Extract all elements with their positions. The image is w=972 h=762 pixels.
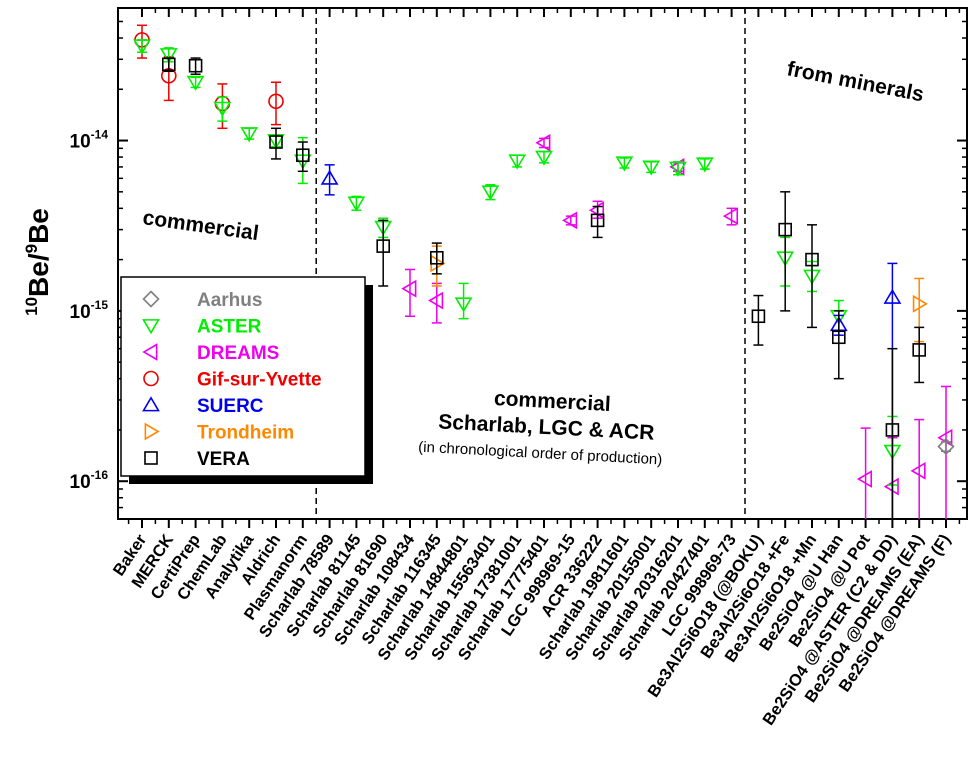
series-suerc xyxy=(320,164,902,519)
legend-label-2: DREAMS xyxy=(197,343,279,364)
annotation-commercial-mid: commercial xyxy=(493,387,611,416)
data-point xyxy=(162,57,176,72)
data-point xyxy=(751,309,766,324)
data-point xyxy=(213,101,232,117)
data-point xyxy=(562,211,578,230)
series-gif-sur-yvette xyxy=(134,24,284,130)
data-point xyxy=(722,207,739,226)
data-point xyxy=(912,294,928,313)
data-point xyxy=(831,330,846,345)
legend-marker-4 xyxy=(142,396,160,412)
legend-marker-6 xyxy=(144,451,158,465)
y-tick-exponent-0: -14 xyxy=(91,128,109,142)
data-point xyxy=(856,470,873,488)
y-tick-exponent-2: -16 xyxy=(91,468,109,482)
y-tick-mantissa-1: 10 xyxy=(70,302,91,323)
legend-label-3: Gif-sur-Yvette xyxy=(197,370,322,391)
data-point xyxy=(615,156,634,172)
data-point xyxy=(347,196,366,212)
data-point xyxy=(429,250,444,265)
data-point xyxy=(133,39,151,55)
data-point xyxy=(642,160,661,176)
series-trondheim xyxy=(430,245,928,343)
series-aarhus xyxy=(937,437,955,456)
y-axis-title-end: Be xyxy=(23,208,54,244)
data-point xyxy=(376,239,391,253)
legend-marker-0 xyxy=(142,290,160,308)
y-axis-label: 10Be/9Be xyxy=(22,208,54,316)
data-point xyxy=(778,222,793,237)
y-axis-title: 10Be/9Be xyxy=(22,208,54,316)
annotation-commercial-left: commercial xyxy=(141,206,260,245)
annotation-scharlab-line: Scharlab, LGC & ACR xyxy=(438,410,655,444)
data-point xyxy=(912,343,927,357)
data-points xyxy=(133,24,955,519)
y-axis-title-sup2: 9 xyxy=(22,244,41,253)
legend-label-0: Aarhus xyxy=(197,290,262,311)
data-point xyxy=(910,461,926,480)
data-point xyxy=(805,252,819,267)
data-point xyxy=(401,279,417,298)
plot-frame xyxy=(117,7,968,520)
y-tick-mantissa-0: 10 xyxy=(70,132,91,153)
data-point xyxy=(295,148,310,163)
series-dreams xyxy=(401,133,953,519)
y-tick-exponent-1: -15 xyxy=(91,298,109,312)
data-point xyxy=(454,297,473,313)
legend-label-4: SUERC xyxy=(197,396,264,417)
x-ticks xyxy=(127,8,961,528)
data-point xyxy=(937,437,955,456)
legend-marker-1 xyxy=(142,319,160,335)
series-vera xyxy=(162,57,927,519)
data-point xyxy=(508,154,527,170)
legend-label-6: VERA xyxy=(197,449,250,470)
data-point xyxy=(159,48,178,64)
data-point xyxy=(883,288,902,304)
legend-marker-5 xyxy=(144,422,160,441)
y-axis-title-main: Be/ xyxy=(23,253,54,297)
data-point xyxy=(186,75,205,91)
data-point xyxy=(535,150,553,166)
data-point xyxy=(240,127,259,143)
y-tick-mantissa-2: 10 xyxy=(70,472,91,493)
y-tick-label-0: 10-14 xyxy=(70,128,109,153)
data-point xyxy=(268,93,284,110)
y-tick-label-1: 10-15 xyxy=(70,298,109,323)
data-point xyxy=(695,157,714,173)
legend-marker-2 xyxy=(142,343,158,361)
legend-marker-3 xyxy=(143,370,159,387)
legend: Aarhus ASTER DREAMS Gif-sur-Yvette SUERC Tron… xyxy=(120,276,373,484)
y-axis-title-sup1: 10 xyxy=(22,297,41,316)
section-separators xyxy=(315,8,746,519)
data-point xyxy=(269,135,283,149)
data-point xyxy=(188,58,203,73)
y-tick-label-2: 10-16 xyxy=(70,468,109,493)
annotation-from-minerals: from minerals xyxy=(785,57,926,106)
axes xyxy=(117,7,968,520)
data-point xyxy=(885,423,900,437)
data-point xyxy=(481,185,500,201)
data-point xyxy=(320,169,339,185)
data-point xyxy=(428,291,444,310)
data-point xyxy=(590,213,605,228)
x-tick-labels: BakerMERCKCertiPrepChemLabAnalytikaAldri… xyxy=(110,530,955,728)
data-point xyxy=(535,133,551,152)
legend-box xyxy=(120,276,366,477)
legend-label-5: Trondheim xyxy=(197,423,294,444)
legend-label-1: ASTER xyxy=(197,317,262,338)
data-point xyxy=(669,161,687,177)
